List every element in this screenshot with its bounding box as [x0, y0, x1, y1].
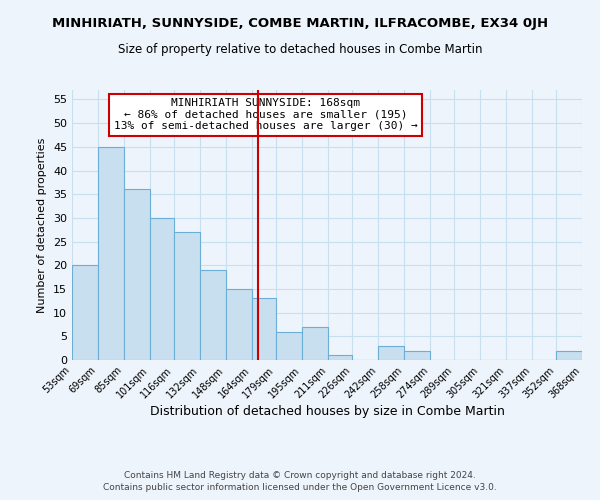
Text: MINHIRIATH, SUNNYSIDE, COMBE MARTIN, ILFRACOMBE, EX34 0JH: MINHIRIATH, SUNNYSIDE, COMBE MARTIN, ILF…: [52, 18, 548, 30]
Text: MINHIRIATH SUNNYSIDE: 168sqm
← 86% of detached houses are smaller (195)
13% of s: MINHIRIATH SUNNYSIDE: 168sqm ← 86% of de…: [114, 98, 418, 132]
Y-axis label: Number of detached properties: Number of detached properties: [37, 138, 47, 312]
Bar: [378, 346, 404, 360]
Bar: [226, 289, 252, 360]
Bar: [328, 356, 352, 360]
Bar: [150, 218, 174, 360]
X-axis label: Distribution of detached houses by size in Combe Martin: Distribution of detached houses by size …: [149, 406, 505, 418]
Bar: [404, 350, 430, 360]
Bar: [556, 350, 582, 360]
Text: Contains public sector information licensed under the Open Government Licence v3: Contains public sector information licen…: [103, 484, 497, 492]
Bar: [276, 332, 302, 360]
Text: Contains HM Land Registry data © Crown copyright and database right 2024.: Contains HM Land Registry data © Crown c…: [124, 471, 476, 480]
Bar: [124, 190, 150, 360]
Bar: [174, 232, 200, 360]
Text: Size of property relative to detached houses in Combe Martin: Size of property relative to detached ho…: [118, 42, 482, 56]
Bar: [98, 147, 124, 360]
Bar: [302, 327, 328, 360]
Bar: [252, 298, 276, 360]
Bar: [200, 270, 226, 360]
Bar: [72, 266, 98, 360]
